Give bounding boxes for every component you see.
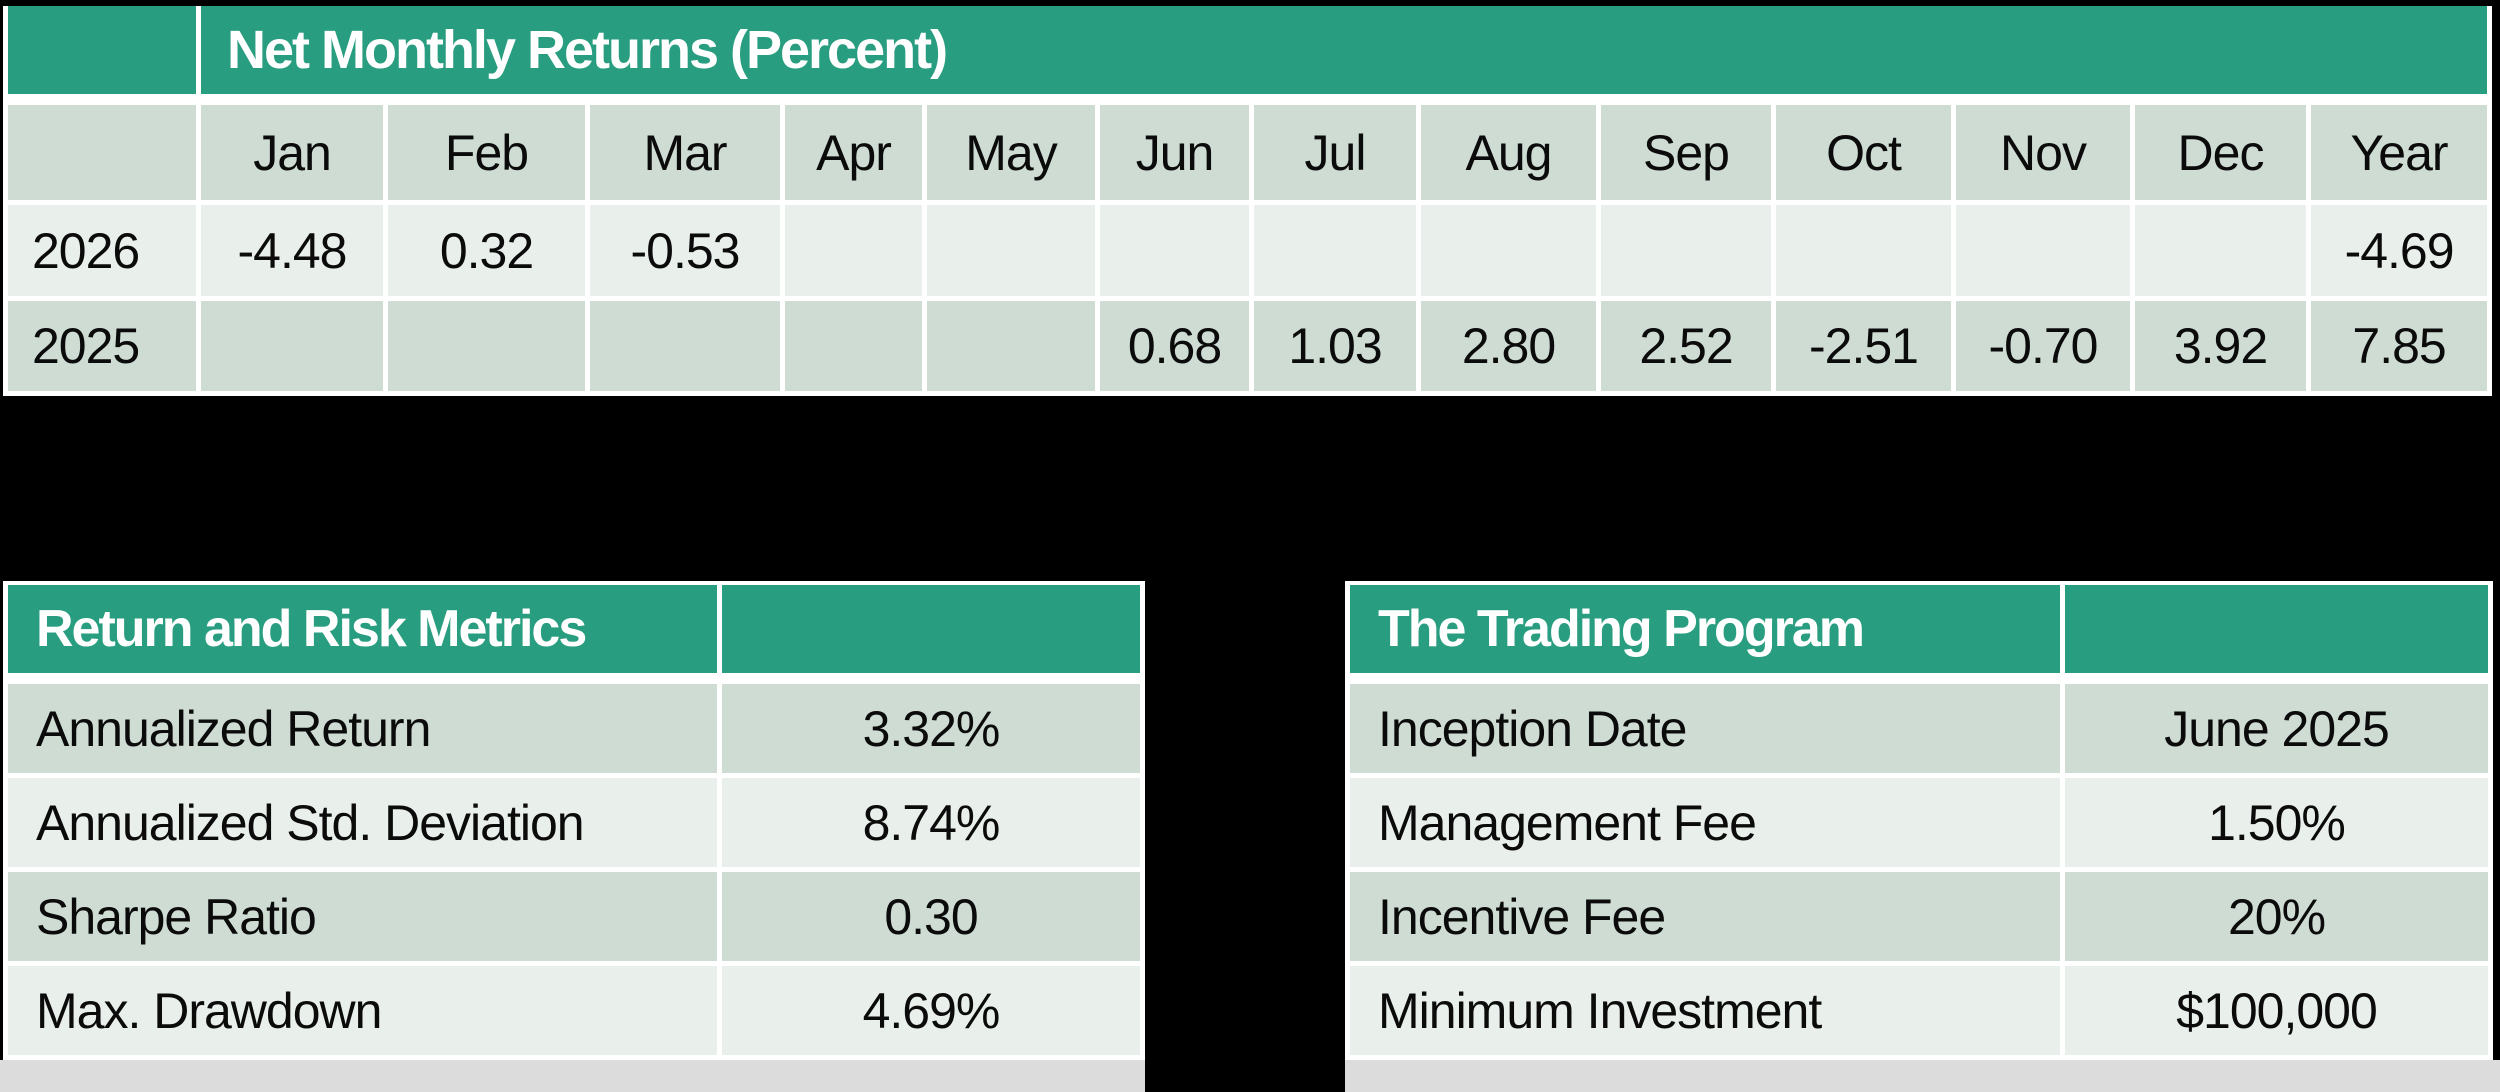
month-header-nov: Nov [1956, 105, 2135, 205]
returns-row-2025: 2025 0.68 1.03 2.80 2.52 -2.51 -0.70 3.9… [3, 301, 2493, 396]
month-header-aug: Aug [1421, 105, 1601, 205]
metrics-row-sharpe-ratio: Sharpe Ratio 0.30 [3, 872, 1145, 966]
return-cell-2025-dec: 3.92 [2135, 301, 2311, 396]
month-header-jun: Jun [1100, 105, 1254, 205]
program-value: 20% [2065, 872, 2493, 966]
year-label: 2025 [3, 301, 201, 396]
return-cell-2025-year: 7.85 [2311, 301, 2493, 396]
monthly-title-corner-cell [3, 6, 201, 105]
metric-label: Annualized Return [3, 684, 722, 778]
return-cell-2025-jul: 1.03 [1254, 301, 1421, 396]
month-header-apr: Apr [785, 105, 927, 205]
return-cell-2026-dec [2135, 205, 2311, 301]
metrics-header-empty-cell [722, 581, 1145, 684]
program-value: 1.50% [2065, 778, 2493, 872]
month-header-year: Year [2311, 105, 2493, 205]
return-cell-2026-jul [1254, 205, 1421, 301]
monthly-title-row: Net Monthly Returns (Percent) [3, 6, 2493, 105]
returns-row-2026: 2026 -4.48 0.32 -0.53 -4.69 [3, 205, 2493, 301]
program-value: June 2025 [2065, 684, 2493, 778]
metric-value: 4.69% [722, 966, 1145, 1060]
month-header-sep: Sep [1601, 105, 1776, 205]
program-table-title: The Trading Program [1345, 581, 2065, 684]
return-cell-2026-jun [1100, 205, 1254, 301]
metrics-row-max-drawdown: Max. Drawdown 4.69% [3, 966, 1145, 1060]
return-cell-2026-aug [1421, 205, 1601, 301]
return-cell-2026-mar: -0.53 [590, 205, 785, 301]
month-header-mar: Mar [590, 105, 785, 205]
return-cell-2026-feb: 0.32 [388, 205, 590, 301]
program-row-minimum-investment: Minimum Investment $100,000 [1345, 966, 2493, 1060]
return-cell-2026-sep [1601, 205, 1776, 301]
month-header-jan: Jan [201, 105, 388, 205]
metric-label: Annualized Std. Deviation [3, 778, 722, 872]
return-cell-2025-mar [590, 301, 785, 396]
metric-value: 8.74% [722, 778, 1145, 872]
return-cell-2025-oct: -2.51 [1776, 301, 1956, 396]
risk-metrics-table: Return and Risk Metrics Annualized Retur… [3, 581, 1145, 1060]
monthly-header-row: Jan Feb Mar Apr May Jun Jul Aug Sep Oct … [3, 105, 2493, 205]
return-cell-2025-apr [785, 301, 927, 396]
return-cell-2026-apr [785, 205, 927, 301]
month-header-jul: Jul [1254, 105, 1421, 205]
program-label: Management Fee [1345, 778, 2065, 872]
month-header-may: May [927, 105, 1100, 205]
metrics-row-std-deviation: Annualized Std. Deviation 8.74% [3, 778, 1145, 872]
metrics-row-annualized-return: Annualized Return 3.32% [3, 684, 1145, 778]
return-cell-2025-nov: -0.70 [1956, 301, 2135, 396]
return-cell-2026-oct [1776, 205, 1956, 301]
trading-program-table: The Trading Program Inception Date June … [1345, 581, 2493, 1060]
program-row-incentive-fee: Incentive Fee 20% [1345, 872, 2493, 966]
return-cell-2025-may [927, 301, 1100, 396]
return-cell-2025-aug: 2.80 [1421, 301, 1601, 396]
program-header-row: The Trading Program [1345, 581, 2493, 684]
metric-label: Sharpe Ratio [3, 872, 722, 966]
return-cell-2025-jun: 0.68 [1100, 301, 1254, 396]
program-header-empty-cell [2065, 581, 2493, 684]
metrics-table-title: Return and Risk Metrics [3, 581, 722, 684]
metric-label: Max. Drawdown [3, 966, 722, 1060]
program-label: Inception Date [1345, 684, 2065, 778]
metric-value: 0.30 [722, 872, 1145, 966]
metrics-header-row: Return and Risk Metrics [3, 581, 1145, 684]
return-cell-2025-sep: 2.52 [1601, 301, 1776, 396]
return-cell-2026-may [927, 205, 1100, 301]
program-value: $100,000 [2065, 966, 2493, 1060]
program-label: Minimum Investment [1345, 966, 2065, 1060]
table-gap-black-band [1145, 396, 1345, 1092]
return-cell-2026-nov [1956, 205, 2135, 301]
month-header-feb: Feb [388, 105, 590, 205]
return-cell-2026-jan: -4.48 [201, 205, 388, 301]
monthly-table-title: Net Monthly Returns (Percent) [201, 6, 2493, 105]
month-header-dec: Dec [2135, 105, 2311, 205]
return-cell-2026-year: -4.69 [2311, 205, 2493, 301]
return-cell-2025-feb [388, 301, 590, 396]
program-label: Incentive Fee [1345, 872, 2065, 966]
monthly-returns-table: Net Monthly Returns (Percent) Jan Feb Ma… [3, 6, 2493, 396]
year-label: 2026 [3, 205, 201, 301]
month-header-oct: Oct [1776, 105, 1956, 205]
metric-value: 3.32% [722, 684, 1145, 778]
return-cell-2025-jan [201, 301, 388, 396]
monthly-header-corner-cell [3, 105, 201, 205]
program-row-inception-date: Inception Date June 2025 [1345, 684, 2493, 778]
program-row-management-fee: Management Fee 1.50% [1345, 778, 2493, 872]
